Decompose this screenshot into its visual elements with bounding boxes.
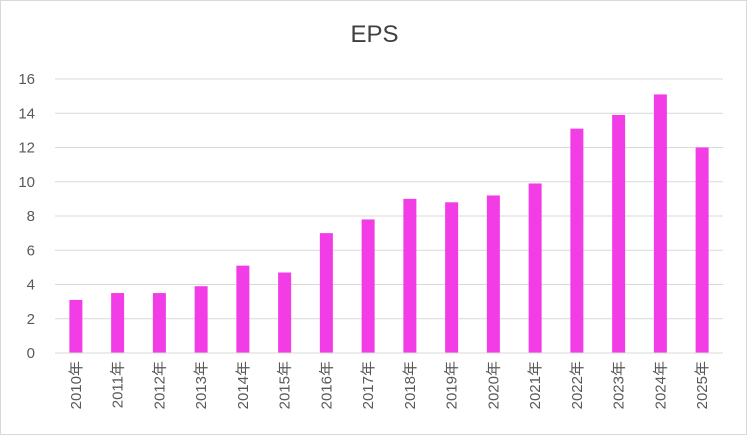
bar-2010年 — [69, 299, 83, 353]
y-tick-label: 2 — [27, 311, 35, 328]
bar-2013年 — [194, 286, 208, 353]
bar-2011年 — [111, 293, 125, 353]
y-tick-label: 8 — [27, 208, 35, 225]
bar-2018年 — [403, 198, 417, 353]
y-tick-label: 10 — [18, 174, 35, 191]
y-tick-label: 6 — [27, 242, 35, 259]
x-tick-label: 2022年 — [569, 361, 586, 409]
x-tick-label: 2011年 — [110, 361, 127, 408]
bar-2015年 — [278, 272, 292, 353]
x-tick-label: 2012年 — [151, 361, 168, 409]
x-tick-label: 2025年 — [694, 361, 711, 409]
bar-2023年 — [612, 114, 626, 354]
x-tick-label: 2017年 — [360, 361, 377, 409]
x-tick-label: 2010年 — [68, 361, 85, 409]
x-tick-label: 2015年 — [277, 361, 294, 409]
bar-2012年 — [152, 293, 166, 353]
x-tick-label: 2024年 — [652, 361, 669, 409]
x-tick-label: 2021年 — [527, 361, 544, 409]
y-tick-label: 14 — [18, 105, 35, 122]
bar-2019年 — [445, 202, 459, 353]
bar-2024年 — [653, 94, 667, 353]
bar-2025年 — [695, 147, 709, 353]
x-tick-label: 2023年 — [611, 361, 628, 409]
x-tick-label: 2016年 — [318, 361, 335, 409]
bar-2020年 — [486, 195, 500, 353]
x-tick-label: 2019年 — [444, 361, 461, 409]
x-tick-label: 2014年 — [235, 361, 252, 409]
bar-2017年 — [361, 219, 375, 353]
x-tick-label: 2018年 — [402, 361, 419, 409]
bar-2022年 — [570, 128, 584, 353]
x-tick-label: 2013年 — [193, 361, 210, 409]
chart-title: EPS — [350, 21, 399, 48]
bar-2021年 — [528, 183, 542, 353]
y-tick-label: 16 — [18, 71, 35, 88]
bar-2016年 — [319, 233, 333, 353]
bar-2014年 — [236, 265, 250, 353]
y-tick-label: 12 — [18, 140, 35, 157]
y-tick-label: 0 — [27, 345, 35, 362]
y-tick-label: 4 — [27, 277, 35, 294]
x-tick-label: 2020年 — [485, 361, 502, 409]
